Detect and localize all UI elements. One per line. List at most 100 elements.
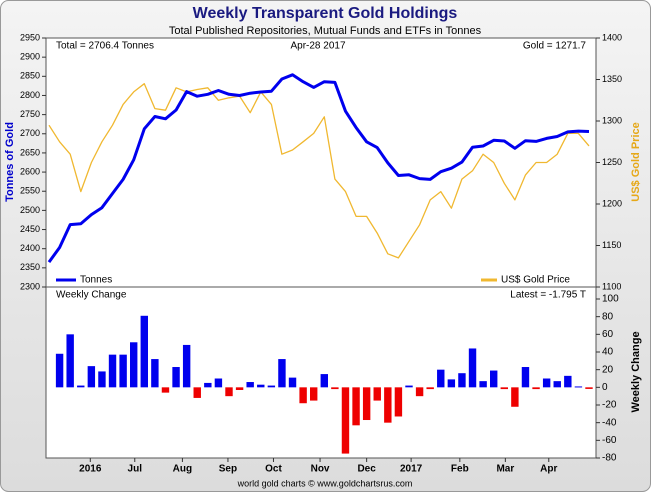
bar	[55, 353, 64, 388]
x-tick-label: Mar	[496, 464, 514, 475]
x-tick-label: 2017	[400, 464, 423, 475]
bar	[405, 385, 413, 388]
bar	[553, 381, 561, 388]
y-tick-label: 40	[602, 347, 614, 358]
x-tick-label: Sep	[219, 464, 237, 475]
bar	[193, 387, 201, 398]
bar	[574, 386, 583, 388]
bar	[87, 366, 96, 388]
x-tick-label: Dec	[357, 464, 376, 475]
y-tick-label: -60	[602, 435, 617, 446]
legend-label: Tonnes	[80, 275, 112, 286]
bar	[542, 378, 551, 388]
bar	[182, 344, 191, 388]
plot-area-top	[45, 37, 597, 288]
y-tick-label: 2400	[20, 243, 40, 253]
bar	[267, 385, 276, 388]
y-tick-label: 80	[602, 311, 614, 322]
x-tick-label: Apr	[540, 464, 557, 475]
y2-tick-label: 1150	[602, 240, 621, 250]
y2-tick-label: 1350	[602, 74, 622, 84]
annotation: Latest = -1.795 T	[510, 290, 586, 301]
bar	[299, 387, 307, 404]
y-tick-label: 2300	[20, 281, 40, 291]
y-axis-label: Weekly Change	[630, 331, 642, 412]
annotation: Gold = 1271.7	[523, 41, 587, 52]
y-axis-label: Tonnes of Gold	[4, 122, 16, 202]
x-tick-label: Aug	[173, 464, 192, 475]
series-line	[47, 73, 590, 263]
y2-tick-label: 1200	[602, 198, 622, 208]
bar	[426, 387, 434, 390]
bar	[235, 387, 244, 390]
bar	[246, 382, 254, 388]
y-tick-label: -80	[602, 453, 617, 464]
bar	[151, 359, 159, 388]
bar	[384, 387, 392, 423]
bar	[161, 387, 170, 393]
bar	[108, 354, 117, 388]
bar	[119, 354, 127, 388]
y-tick-label: 2900	[20, 52, 40, 62]
annotation: Apr-28 2017	[290, 41, 345, 52]
bar	[458, 373, 466, 388]
plot-area-bottom	[45, 286, 597, 459]
bar	[521, 367, 530, 388]
bar	[214, 378, 223, 388]
bar	[278, 359, 286, 388]
x-tick-label: Nov	[311, 464, 330, 475]
bar	[66, 334, 74, 388]
y-tick-label: 2550	[20, 186, 40, 196]
y2-axis-label: US$ Gold Price	[630, 122, 642, 201]
y2-tick-label: 1400	[602, 32, 622, 42]
bar	[362, 387, 371, 421]
y-tick-label: 60	[602, 329, 614, 340]
bar	[320, 374, 328, 388]
bar	[490, 370, 498, 388]
y-tick-label: 100	[602, 294, 619, 305]
panel-title: Weekly Change	[56, 290, 127, 301]
y-tick-label: 2600	[20, 166, 40, 176]
series-line	[48, 83, 590, 259]
x-tick-label: 2016	[79, 464, 102, 475]
footer: world gold charts © www.goldchartsrus.co…	[237, 478, 413, 488]
bar	[331, 387, 339, 390]
y-tick-label: 2450	[20, 224, 40, 234]
y-tick-label: 2500	[20, 205, 40, 215]
y-tick-label: 2950	[20, 32, 40, 42]
y-tick-label: 2350	[20, 262, 40, 272]
bar	[511, 387, 519, 407]
bar	[415, 387, 424, 397]
bar	[130, 342, 138, 388]
y-tick-label: 2750	[20, 109, 40, 119]
bar	[532, 387, 540, 390]
bar	[140, 315, 148, 388]
subtitle: Total Published Repositories, Mutual Fun…	[169, 25, 482, 37]
bar	[204, 382, 212, 388]
y2-tick-label: 1100	[602, 281, 621, 291]
y-tick-label: 20	[602, 364, 614, 375]
bar	[437, 369, 445, 388]
bar	[373, 387, 381, 401]
y-tick-label: -40	[602, 417, 617, 428]
y-tick-label: -20	[602, 400, 617, 411]
bar	[257, 384, 265, 388]
bar	[352, 387, 360, 426]
bar	[500, 387, 508, 390]
x-tick-label: Oct	[265, 464, 282, 475]
legend-label: US$ Gold Price	[501, 275, 570, 286]
bar	[77, 385, 85, 388]
chart-title: Weekly Transparent Gold Holdings	[193, 5, 458, 22]
bar	[447, 379, 456, 388]
bar	[225, 387, 233, 397]
y-tick-label: 2650	[20, 147, 40, 157]
bar	[479, 381, 487, 388]
y-tick-label: 2700	[20, 128, 40, 138]
x-tick-label: Feb	[451, 464, 469, 475]
bar	[341, 387, 350, 454]
y-tick-label: 2850	[20, 71, 40, 81]
annotation: Total = 2706.4 Tonnes	[56, 41, 154, 52]
bar	[98, 371, 106, 388]
bar	[585, 387, 593, 389]
